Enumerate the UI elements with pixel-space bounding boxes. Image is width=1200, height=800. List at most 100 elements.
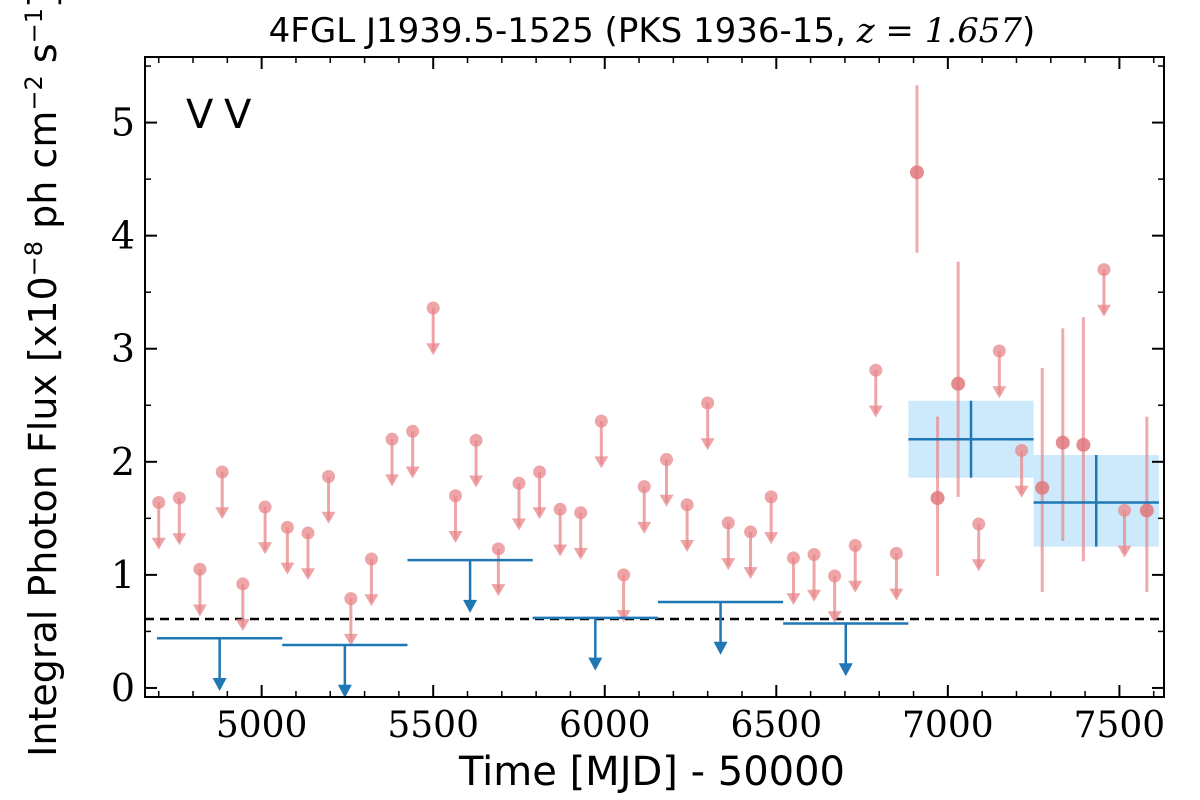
y-tick-label: 4 xyxy=(111,214,135,258)
yearly-upper-limit-arrow xyxy=(463,599,478,613)
monthly-upper-limit-point xyxy=(215,465,229,479)
monthly-upper-limit-point xyxy=(848,538,862,552)
monthly-detection-point xyxy=(1035,480,1050,495)
legend-entry-blue: V xyxy=(186,92,214,138)
x-tick-label: 6000 xyxy=(559,705,651,746)
monthly-upper-limit-point xyxy=(617,568,631,582)
monthly-upper-limit-arrow xyxy=(616,610,631,623)
y-label-exp3: −1 xyxy=(20,8,48,43)
monthly-upper-limit-point xyxy=(344,592,358,606)
x-tick-label: 6500 xyxy=(730,705,822,746)
yearly-upper-limit-arrow xyxy=(588,657,603,671)
monthly-upper-limit-arrow xyxy=(172,533,187,546)
yearly-upper-limit-arrow xyxy=(713,641,728,655)
monthly-upper-limit-arrow xyxy=(321,511,336,524)
monthly-series xyxy=(151,85,1154,646)
chart-title: 4FGL J1939.5-1525 (PKS 1936-15, z = 1.65… xyxy=(269,11,1036,51)
monthly-upper-limit-point xyxy=(869,363,883,377)
monthly-upper-limit-point xyxy=(786,551,800,565)
y-label-exp2: −2 xyxy=(20,75,48,110)
monthly-upper-limit-point xyxy=(258,500,272,514)
monthly-upper-limit-point xyxy=(828,569,842,583)
monthly-upper-limit-point xyxy=(533,465,547,479)
monthly-upper-limit-arrow xyxy=(364,594,379,607)
monthly-detection-point xyxy=(1055,435,1070,450)
chart-title-text: 4FGL J1939.5-1525 (PKS 1936-15, xyxy=(269,11,857,51)
monthly-upper-limit-point xyxy=(721,516,735,530)
monthly-upper-limit-arrow xyxy=(573,547,588,560)
monthly-upper-limit-point xyxy=(594,414,608,428)
monthly-upper-limit-arrow xyxy=(721,558,736,571)
monthly-upper-limit-point xyxy=(992,344,1006,358)
monthly-upper-limit-arrow xyxy=(192,604,207,617)
y-label-s: s xyxy=(21,43,65,75)
monthly-upper-limit-point xyxy=(491,542,505,556)
monthly-upper-limit-point xyxy=(660,453,674,467)
y-label-close: ] xyxy=(21,0,65,8)
monthly-upper-limit-point xyxy=(744,525,758,539)
monthly-upper-limit-arrow xyxy=(426,343,441,356)
y-tick-label: 2 xyxy=(111,440,135,484)
yearly-upper-limit-arrow xyxy=(838,663,853,677)
svg-text:4FGL J1939.5-1525 (PKS 1936-15: 4FGL J1939.5-1525 (PKS 1936-15, z = 1.65… xyxy=(269,11,1036,51)
monthly-upper-limit-arrow xyxy=(807,589,822,602)
monthly-upper-limit-arrow xyxy=(280,562,295,575)
monthly-upper-limit-point xyxy=(301,526,315,540)
monthly-upper-limit-arrow xyxy=(992,386,1007,399)
monthly-upper-limit-arrow xyxy=(1014,485,1029,498)
x-tick-label: 7000 xyxy=(902,705,994,746)
monthly-upper-limit-point xyxy=(637,480,651,494)
chart-title-redshift: z = 1.657 xyxy=(856,11,1023,51)
monthly-upper-limit-arrow xyxy=(215,507,230,520)
monthly-detection-point xyxy=(930,490,945,505)
y-label-exp1: −8 xyxy=(20,241,48,276)
monthly-upper-limit-arrow xyxy=(971,559,986,572)
monthly-upper-limit-arrow xyxy=(300,568,315,581)
monthly-upper-limit-point xyxy=(1118,503,1132,517)
monthly-upper-limit-arrow xyxy=(532,507,547,520)
monthly-upper-limit-arrow xyxy=(848,580,863,593)
monthly-upper-limit-point xyxy=(1097,263,1111,277)
monthly-upper-limit-point xyxy=(385,432,399,446)
monthly-upper-limit-point xyxy=(469,433,483,447)
monthly-upper-limit-arrow xyxy=(343,633,358,646)
yearly-upper-limit-arrow xyxy=(212,677,227,691)
monthly-upper-limit-arrow xyxy=(1096,304,1111,317)
monthly-upper-limit-arrow xyxy=(405,466,420,479)
monthly-detection-point xyxy=(1139,503,1154,518)
monthly-upper-limit-arrow xyxy=(743,567,758,580)
monthly-upper-limit-point xyxy=(680,498,694,512)
monthly-upper-limit-point xyxy=(764,490,778,504)
monthly-upper-limit-point xyxy=(172,491,186,505)
y-label-mid: ph cm xyxy=(21,111,65,241)
y-tick-label: 0 xyxy=(111,666,135,710)
y-tick-label: 1 xyxy=(111,553,135,597)
legend: V V xyxy=(186,92,252,138)
monthly-upper-limit-arrow xyxy=(637,521,652,534)
x-tick-label: 5500 xyxy=(387,705,479,746)
monthly-upper-limit-point xyxy=(426,301,440,315)
chart-title-close: ) xyxy=(1022,11,1035,51)
monthly-upper-limit-point xyxy=(553,502,567,516)
monthly-upper-limit-point xyxy=(574,506,588,520)
monthly-upper-limit-arrow xyxy=(553,544,568,557)
monthly-upper-limit-arrow xyxy=(258,542,273,555)
plot-frame xyxy=(144,56,1165,698)
monthly-upper-limit-arrow xyxy=(868,405,883,418)
monthly-upper-limit-arrow xyxy=(448,530,463,543)
monthly-upper-limit-point xyxy=(972,517,986,531)
monthly-upper-limit-arrow xyxy=(680,540,695,553)
monthly-upper-limit-arrow xyxy=(700,438,715,451)
monthly-upper-limit-point xyxy=(512,476,526,490)
monthly-upper-limit-arrow xyxy=(764,532,779,545)
x-tick-label: 5000 xyxy=(216,705,308,746)
monthly-detection-point xyxy=(909,165,924,180)
monthly-upper-limit-arrow xyxy=(235,619,250,632)
monthly-upper-limit-point xyxy=(364,552,378,566)
monthly-upper-limit-arrow xyxy=(827,611,842,624)
monthly-upper-limit-point xyxy=(406,424,420,438)
monthly-upper-limit-point xyxy=(701,396,715,410)
monthly-upper-limit-arrow xyxy=(469,475,484,488)
y-axis-label: Integral Photon Flux [x10−8 ph cm−2 s−1] xyxy=(20,0,65,757)
